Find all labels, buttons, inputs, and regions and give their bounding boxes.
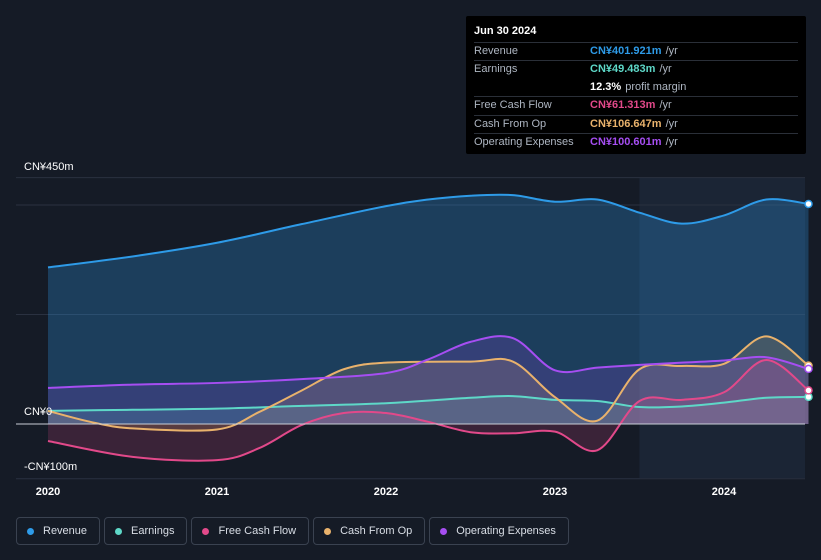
tooltip-row-unit: /yr	[659, 63, 672, 76]
tooltip-row: Revenue CN¥401.921m/yr	[474, 42, 798, 60]
operating-expenses-line	[47, 335, 809, 389]
legend-dot-icon	[202, 527, 210, 535]
operating-expenses-endpoint	[804, 364, 813, 374]
tooltip-row-label	[474, 79, 590, 96]
tooltip-date: Jun 30 2024	[474, 25, 537, 37]
legend-item-revenue[interactable]: Revenue	[16, 517, 101, 545]
tooltip-row-value: CN¥401.921m	[590, 45, 662, 57]
tooltip-row-unit: /yr	[665, 135, 678, 148]
tooltip-row-unit: /yr	[665, 45, 678, 57]
cash-from-op-line	[47, 335, 810, 432]
tooltip-rows: Revenue CN¥401.921m/yr Earnings CN¥49.483m /…	[474, 42, 798, 151]
legend-dot-icon	[115, 527, 123, 535]
legend-item-earnings[interactable]: Earnings	[104, 517, 188, 545]
tooltip-row: Operating Expenses CN¥100.601m/yr	[474, 132, 798, 151]
legend-label: Earnings	[131, 525, 175, 537]
legend-label: Free Cash Flow	[218, 525, 297, 537]
tooltip-row-value: CN¥49.483m	[590, 63, 656, 76]
series-lines	[16, 193, 810, 462]
legend-label: Revenue	[43, 525, 88, 537]
tooltip-row-label: Free Cash Flow	[474, 99, 552, 112]
legend-item-cash-from-op[interactable]: Cash From Op	[313, 517, 426, 545]
legend-dot-icon	[27, 527, 34, 535]
tooltip-row-unit: profit margin	[625, 80, 687, 93]
legend-dot-icon	[324, 527, 332, 535]
tooltip-row-label: Cash From Op	[474, 117, 547, 130]
forecast-shade	[639, 178, 805, 478]
free-cash-flow-area	[48, 359, 809, 461]
x-tick-label-2020: 2020	[36, 486, 60, 498]
free-cash-flow-endpoint	[804, 386, 813, 395]
tooltip-row-unit: /yr	[665, 117, 678, 130]
tooltip-row-label: Revenue	[474, 45, 519, 57]
y-tick-label-top: CN¥450m	[24, 161, 74, 173]
tooltip-row-value: CN¥61.313m	[590, 99, 656, 112]
tooltip-row-value: CN¥106.647m	[590, 117, 662, 130]
tooltip-row-value: CN¥100.601m	[590, 135, 662, 148]
earnings-line	[47, 394, 809, 412]
legend-label: Operating Expenses	[456, 525, 556, 537]
tooltip-row: 12.3% profit margin	[474, 79, 798, 96]
series-endpoints	[804, 199, 813, 402]
free-cash-flow-line	[47, 358, 810, 462]
x-tick-label-2023: 2023	[543, 486, 567, 498]
x-tick-label-2024: 2024	[712, 486, 737, 498]
legend-dot-icon	[440, 527, 448, 535]
y-tick-label-zero: CN¥0	[24, 406, 52, 418]
tooltip-row: Free Cash Flow CN¥61.313m/yr	[474, 96, 798, 114]
operating-expenses-area	[48, 336, 809, 424]
x-tick-label-2022: 2022	[374, 486, 398, 498]
legend-item-free-cash-flow[interactable]: Free Cash Flow	[191, 517, 310, 545]
tooltip-row-value: 12.3%	[590, 80, 622, 93]
tooltip-row-label: Earnings	[474, 63, 518, 76]
tooltip-row-unit: /yr	[659, 99, 672, 112]
x-tick-label-2021: 2021	[205, 486, 229, 498]
revenue-line	[47, 193, 809, 269]
earnings-area	[48, 395, 809, 424]
cash-from-op-area	[48, 336, 809, 431]
grid-lines	[16, 177, 805, 480]
x-axis-labels: 2020 2021 2022 2023 2024	[36, 486, 737, 498]
chart-legend: Revenue Earnings Free Cash Flow Cash From O…	[16, 517, 569, 545]
y-tick-label-bottom: -CN¥100m	[24, 461, 77, 473]
revenue-endpoint	[804, 199, 813, 209]
legend-item-operating-expenses[interactable]: Operating Expenses	[429, 517, 569, 545]
tooltip-row: Cash From Op CN¥106.647m/yr	[474, 114, 798, 133]
legend-label: Cash From Op	[340, 525, 413, 537]
tooltip-row: Earnings CN¥49.483m/yr	[474, 60, 798, 78]
tooltip-row-label: Operating Expenses	[474, 135, 574, 148]
data-tooltip: Jun 30 2024 Revenue CN¥401.921m/yr Earning…	[466, 16, 806, 154]
